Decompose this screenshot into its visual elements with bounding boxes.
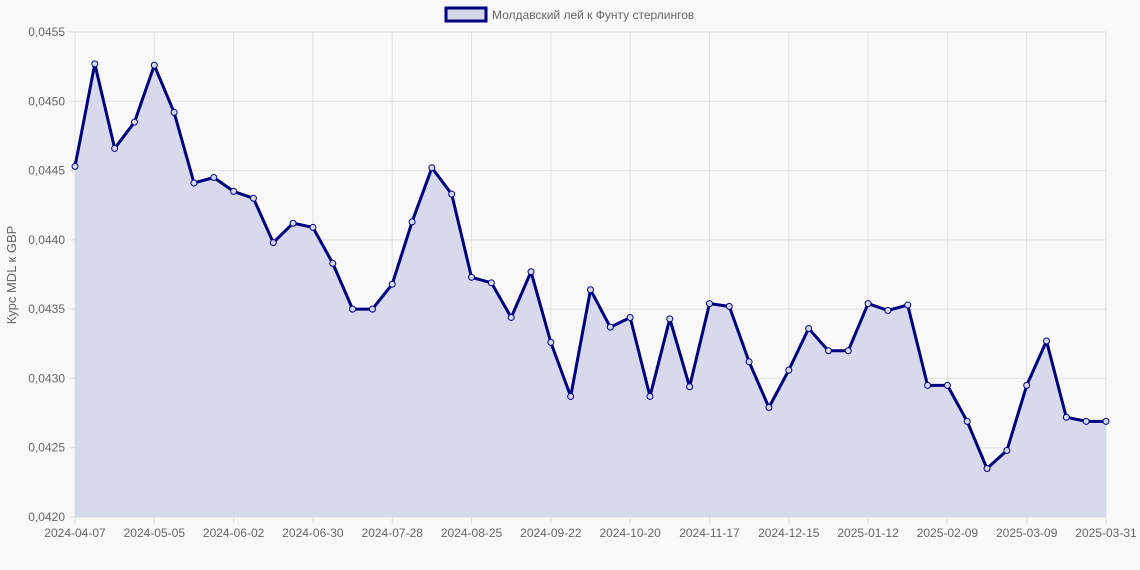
x-tick-label: 2025-02-09 [917,526,979,540]
data-point[interactable] [864,300,872,308]
data-point[interactable] [725,302,733,310]
data-point[interactable] [963,417,971,425]
data-point[interactable] [567,392,575,400]
data-point[interactable] [686,383,694,391]
x-tick-label: 2024-06-30 [282,526,344,540]
data-point[interactable] [230,187,238,195]
data-point[interactable] [507,313,515,321]
legend-label[interactable]: Молдавский лей к Фунту стерлингов [492,8,694,22]
data-point[interactable] [329,259,337,267]
data-point[interactable] [1082,417,1090,425]
data-point[interactable] [91,60,99,68]
data-point[interactable] [1043,337,1051,345]
x-tick-label: 2025-03-09 [996,526,1058,540]
y-tick-label: 0,0420 [28,510,65,524]
data-point[interactable] [150,61,158,69]
data-point[interactable] [904,301,912,309]
y-tick-label: 0,0445 [28,164,65,178]
y-axis-label: Курс MDL к GBP [4,226,19,325]
data-point[interactable] [805,325,813,333]
data-point[interactable] [249,194,257,202]
data-point[interactable] [468,273,476,281]
x-tick-label: 2024-12-15 [758,526,820,540]
data-point[interactable] [309,223,317,231]
y-tick-label: 0,0435 [28,302,65,316]
data-point[interactable] [745,358,753,366]
data-point[interactable] [527,268,535,276]
data-point[interactable] [448,190,456,198]
x-tick-label: 2024-04-07 [44,526,106,540]
data-point[interactable] [1062,413,1070,421]
x-tick-label: 2024-05-05 [124,526,186,540]
data-point[interactable] [408,218,416,226]
data-point[interactable] [170,108,178,116]
x-axis-ticks: 2024-04-07 2024-05-05 2024-06-02 2024-06-30… [44,526,1137,540]
data-point[interactable] [289,219,297,227]
data-point[interactable] [884,307,892,315]
x-tick-label: 2024-09-22 [520,526,582,540]
y-tick-label: 0,0450 [28,94,65,108]
data-point[interactable] [924,381,932,389]
x-tick-label: 2024-06-02 [203,526,265,540]
data-point[interactable] [388,280,396,288]
data-point[interactable] [606,323,614,331]
data-point[interactable] [130,118,138,126]
data-point[interactable] [666,315,674,323]
y-axis-ticks: 0,0420 0,0425 0,0430 0,0435 0,0440 0,0445 0,04… [28,25,65,524]
y-tick-label: 0,0430 [28,371,65,385]
x-tick-label: 2024-10-20 [599,526,661,540]
data-point[interactable] [71,162,79,170]
legend-swatch[interactable] [444,6,488,23]
data-point[interactable] [626,313,634,321]
data-point[interactable] [646,392,654,400]
data-point[interactable] [269,239,277,247]
x-tick-label: 2024-07-28 [362,526,424,540]
data-point[interactable] [1102,417,1110,425]
x-tick-label: 2025-03-31 [1075,526,1137,540]
data-point[interactable] [368,305,376,313]
data-point[interactable] [1003,446,1011,454]
data-point[interactable] [547,338,555,346]
data-points[interactable] [71,60,1110,472]
y-tick-label: 0,0455 [28,25,65,39]
data-point[interactable] [983,465,991,472]
data-point[interactable] [785,366,793,374]
x-tick-label: 2025-01-12 [837,526,899,540]
legend[interactable]: Молдавский лей к Фунту стерлингов [444,6,694,23]
data-point[interactable] [210,174,218,181]
data-point[interactable] [943,381,951,389]
y-tick-label: 0,0440 [28,233,65,247]
data-point[interactable] [705,300,713,308]
data-point[interactable] [587,286,594,294]
data-point[interactable] [190,179,198,187]
data-point[interactable] [765,404,773,412]
data-point[interactable] [428,164,436,172]
data-point[interactable] [1023,381,1031,389]
data-point[interactable] [349,305,357,313]
data-point[interactable] [844,347,852,355]
y-tick-label: 0,0425 [28,441,65,455]
x-tick-label: 2024-11-17 [679,526,740,540]
x-tick-label: 2024-08-25 [441,526,503,540]
data-point[interactable] [487,279,495,287]
data-point[interactable] [111,144,119,152]
data-point[interactable] [824,347,832,355]
